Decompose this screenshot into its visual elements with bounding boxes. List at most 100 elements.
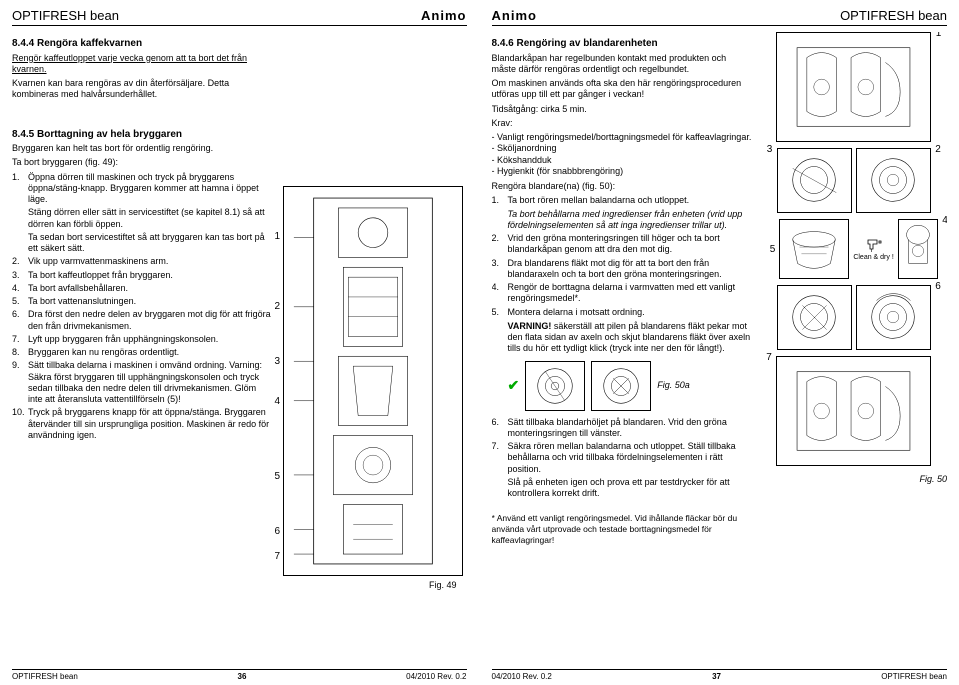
krav-item: Kökshandduk	[492, 155, 753, 166]
callout-7: 7	[274, 551, 280, 562]
p-846-1: Blandarkåpan har regelbunden kontakt med…	[492, 53, 753, 76]
p-844-1: Rengör kaffeutloppet varje vecka genom a…	[12, 53, 272, 76]
fig50-2-wrap: 3 2	[777, 148, 931, 213]
header-right: Animo OPTIFRESH bean	[492, 8, 948, 26]
callout-1: 1	[274, 231, 280, 242]
fig50-panel-6b	[856, 285, 931, 350]
steps-845: 1.Öppna dörren till maskinen och tryck p…	[12, 172, 272, 442]
clean-dry-block: Clean & dry !	[853, 237, 893, 261]
krav-item: Hygienkit (för snabbbrengöring)	[492, 166, 753, 177]
check-icon: ✔	[508, 377, 520, 395]
callout-r6: 6	[935, 281, 941, 292]
page-num-left: 36	[238, 672, 247, 681]
step: 2.Vrid den gröna monteringsringen till h…	[492, 233, 753, 256]
callout-r4: 4	[942, 215, 947, 226]
step: Ta sedan bort servicestiftet så att bryg…	[12, 232, 272, 255]
step: 3.Ta bort kaffeutloppet från bryggaren.	[12, 270, 272, 281]
figure-49: 1 2 3 4 5 6 7	[283, 186, 463, 576]
callout-3: 3	[274, 356, 280, 367]
callout-2: 2	[274, 301, 280, 312]
step: 6.Sätt tillbaka blandarhöljet på blandar…	[492, 417, 753, 440]
step: 7.Säkra rören mellan balandarna och utlo…	[492, 441, 753, 475]
footer-model-right: OPTIFRESH bean	[881, 672, 947, 681]
step: 1.Ta bort rören mellan balandarna och ut…	[492, 195, 753, 206]
fig49-label: Fig. 49	[429, 580, 457, 590]
fig50-panel-7	[776, 356, 931, 466]
tap-icon	[865, 237, 883, 253]
step: 6.Dra först den nedre delen av bryggaren…	[12, 309, 272, 332]
fig50-panel-2b	[856, 148, 931, 213]
footer-model-left: OPTIFRESH bean	[12, 672, 78, 681]
page-num-right: 37	[712, 672, 721, 681]
fig50a-row: ✔ Fig. 50a	[508, 361, 753, 411]
heading-844: 8.4.4 Rengöra kaffekvarnen	[12, 38, 272, 51]
warning-block: VARNING! säkerställ att pilen på blandar…	[492, 321, 753, 355]
step: 10.Tryck på bryggarens knapp för att öpp…	[12, 407, 272, 441]
step: 9.Sätt tillbaka delarna i maskinen i omv…	[12, 360, 272, 405]
text-column-left: 8.4.4 Rengöra kaffekvarnen Rengör kaffeu…	[12, 32, 272, 669]
figure-column-left: 1 2 3 4 5 6 7 Fig. 49	[280, 32, 466, 669]
header-left: OPTIFRESH bean Animo	[12, 8, 467, 26]
clean-dry: Clean & dry !	[853, 254, 893, 261]
callout-r1: 1	[936, 32, 942, 39]
callout-r3: 3	[767, 144, 773, 155]
callout-4: 4	[274, 396, 280, 407]
p-846-3: Rengöra blandare(na) (fig. 50):	[492, 181, 753, 192]
krav-item: Sköljanordning	[492, 143, 753, 154]
steps-846-2: 6.Sätt tillbaka blandarhöljet på blandar…	[492, 417, 753, 500]
step: 4.Rengör de borttagna delarna i varmvatt…	[492, 282, 753, 305]
callout-5: 5	[274, 471, 280, 482]
footer-left: OPTIFRESH bean 36 04/2010 Rev. 0.2	[12, 669, 467, 681]
callout-r5: 5	[770, 244, 776, 255]
fig50a-left	[525, 361, 585, 411]
model-top-right: OPTIFRESH bean	[840, 8, 947, 23]
warning-label: VARNING!	[508, 321, 552, 331]
fig50-7-wrap: 7	[776, 356, 931, 466]
content-left: 8.4.4 Rengöra kaffekvarnen Rengör kaffeu…	[12, 32, 467, 669]
p-845-1: Bryggaren kan helt tas bort för ordentli…	[12, 143, 272, 154]
step: 7.Lyft upp bryggaren från upphängningsko…	[12, 334, 272, 345]
fig50-6-wrap: 6	[777, 285, 931, 350]
figure-column-right: 1 3 2 5	[761, 32, 947, 669]
heading-845: 8.4.5 Borttagning av hela bryggaren	[12, 129, 272, 142]
footer-right: 04/2010 Rev. 0.2 37 OPTIFRESH bean	[492, 669, 948, 681]
callout-6: 6	[274, 526, 280, 537]
fig50-panel-1	[776, 32, 931, 142]
krav-item: Vanligt rengöringsmedel/borttagningsmede…	[492, 132, 753, 143]
brand-top-right: Animo	[492, 8, 537, 23]
page-37: Animo OPTIFRESH bean 8.4.6 Rengöring av …	[480, 0, 959, 685]
callout-r7: 7	[766, 352, 772, 363]
step: 4.Ta bort avfallsbehållaren.	[12, 283, 272, 294]
p-846-time: Tidsåtgång: cirka 5 min.	[492, 104, 753, 115]
fig50-panel-4a	[779, 219, 849, 279]
krav-list: Vanligt rengöringsmedel/borttagningsmede…	[492, 132, 753, 177]
p-845-2: Ta bort bryggaren (fig. 49):	[12, 157, 272, 168]
step: 5.Montera delarna i motsatt ordning.	[492, 307, 753, 318]
fig50-1-wrap: 1	[776, 32, 931, 142]
fig50a-label: Fig. 50a	[657, 380, 690, 391]
step: Ta bort behållarna med ingredienser från…	[492, 209, 753, 232]
fig50-panel-4b	[898, 219, 938, 279]
fig50a-right	[591, 361, 651, 411]
step: Stäng dörren eller sätt in servicestifte…	[12, 207, 272, 230]
p-846-krav: Krav:	[492, 118, 753, 129]
model-top-left: OPTIFRESH bean	[12, 8, 119, 23]
brand-top-left: Animo	[421, 8, 466, 23]
steps-846: 1.Ta bort rören mellan balandarna och ut…	[492, 195, 753, 318]
footnote: * Använd ett vanligt rengöringsmedel. Vi…	[492, 513, 753, 545]
step: 2.Vik upp varmvattenmaskinens arm.	[12, 256, 272, 267]
step: 8.Bryggaren kan nu rengöras ordentligt.	[12, 347, 272, 358]
step: 1.Öppna dörren till maskinen och tryck p…	[12, 172, 272, 206]
heading-846: 8.4.6 Rengöring av blandarenheten	[492, 38, 753, 51]
step: 3.Dra blandarens fläkt mot dig för att t…	[492, 258, 753, 281]
step: 5.Ta bort vattenanslutningen.	[12, 296, 272, 307]
text-column-right: 8.4.6 Rengöring av blandarenheten Blanda…	[492, 32, 753, 669]
p-846-2: Om maskinen används ofta ska den här ren…	[492, 78, 753, 101]
fig50-label: Fig. 50	[919, 474, 947, 484]
footer-date-right: 04/2010 Rev. 0.2	[492, 672, 552, 681]
fig50-panel-2a	[777, 148, 852, 213]
fig50-panel-6a	[777, 285, 852, 350]
footer-date-left: 04/2010 Rev. 0.2	[406, 672, 466, 681]
p-844-2: Kvarnen kan bara rengöras av din återför…	[12, 78, 272, 101]
step: Slå på enheten igen och prova ett par te…	[492, 477, 753, 500]
